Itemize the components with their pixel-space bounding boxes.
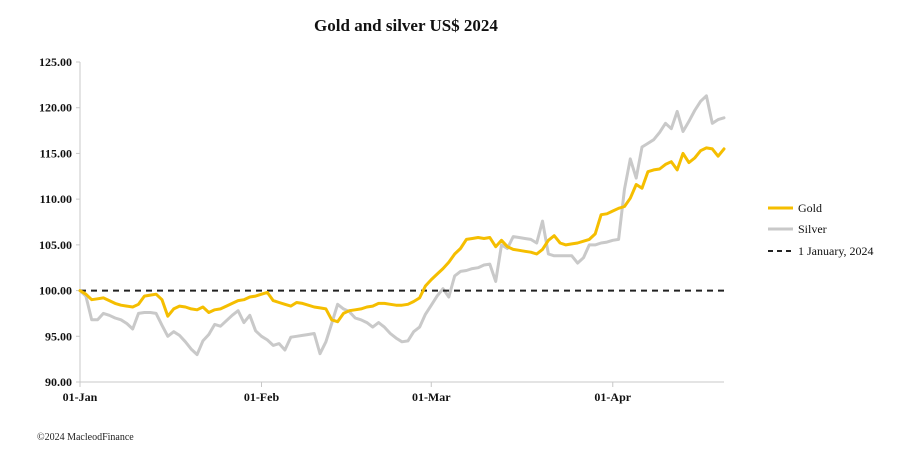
x-tick-label: 01-Mar — [412, 390, 451, 404]
series-line-silver — [78, 94, 726, 357]
x-tick-label: 01-Feb — [244, 390, 280, 404]
plot-area: 90.00 95.00 100.00 105.00 110.00 115.00 120.00… — [39, 55, 726, 404]
legend-label: Gold — [798, 201, 822, 215]
y-tick-label: 110.00 — [40, 192, 72, 206]
y-tick-label: 115.00 — [40, 146, 72, 160]
legend-label: Silver — [798, 222, 827, 236]
chart-title: Gold and silver US$ 2024 — [314, 16, 498, 35]
series-line-gold — [78, 146, 726, 324]
y-tick-label: 125.00 — [39, 55, 72, 69]
x-tick-label: 01-Apr — [594, 390, 631, 404]
legend-label: 1 January, 2024 — [798, 244, 874, 258]
y-tick-label: 90.00 — [45, 375, 72, 389]
x-tick-label: 01-Jan — [63, 390, 98, 404]
legend: Gold Silver 1 January, 2024 — [768, 201, 874, 258]
credit-text: ©2024 MacleodFinance — [37, 432, 134, 443]
y-tick-label: 120.00 — [39, 101, 72, 115]
y-tick-label: 105.00 — [39, 238, 72, 252]
y-tick-label: 100.00 — [39, 284, 72, 298]
y-tick-label: 95.00 — [45, 329, 72, 343]
